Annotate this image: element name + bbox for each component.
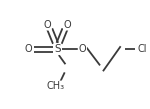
Text: CH₃: CH₃ <box>47 81 65 91</box>
Text: O: O <box>79 44 86 54</box>
Text: O: O <box>24 44 32 54</box>
Text: Cl: Cl <box>137 44 147 54</box>
Text: O: O <box>64 20 71 30</box>
Text: S: S <box>54 44 61 54</box>
Text: O: O <box>43 20 51 30</box>
